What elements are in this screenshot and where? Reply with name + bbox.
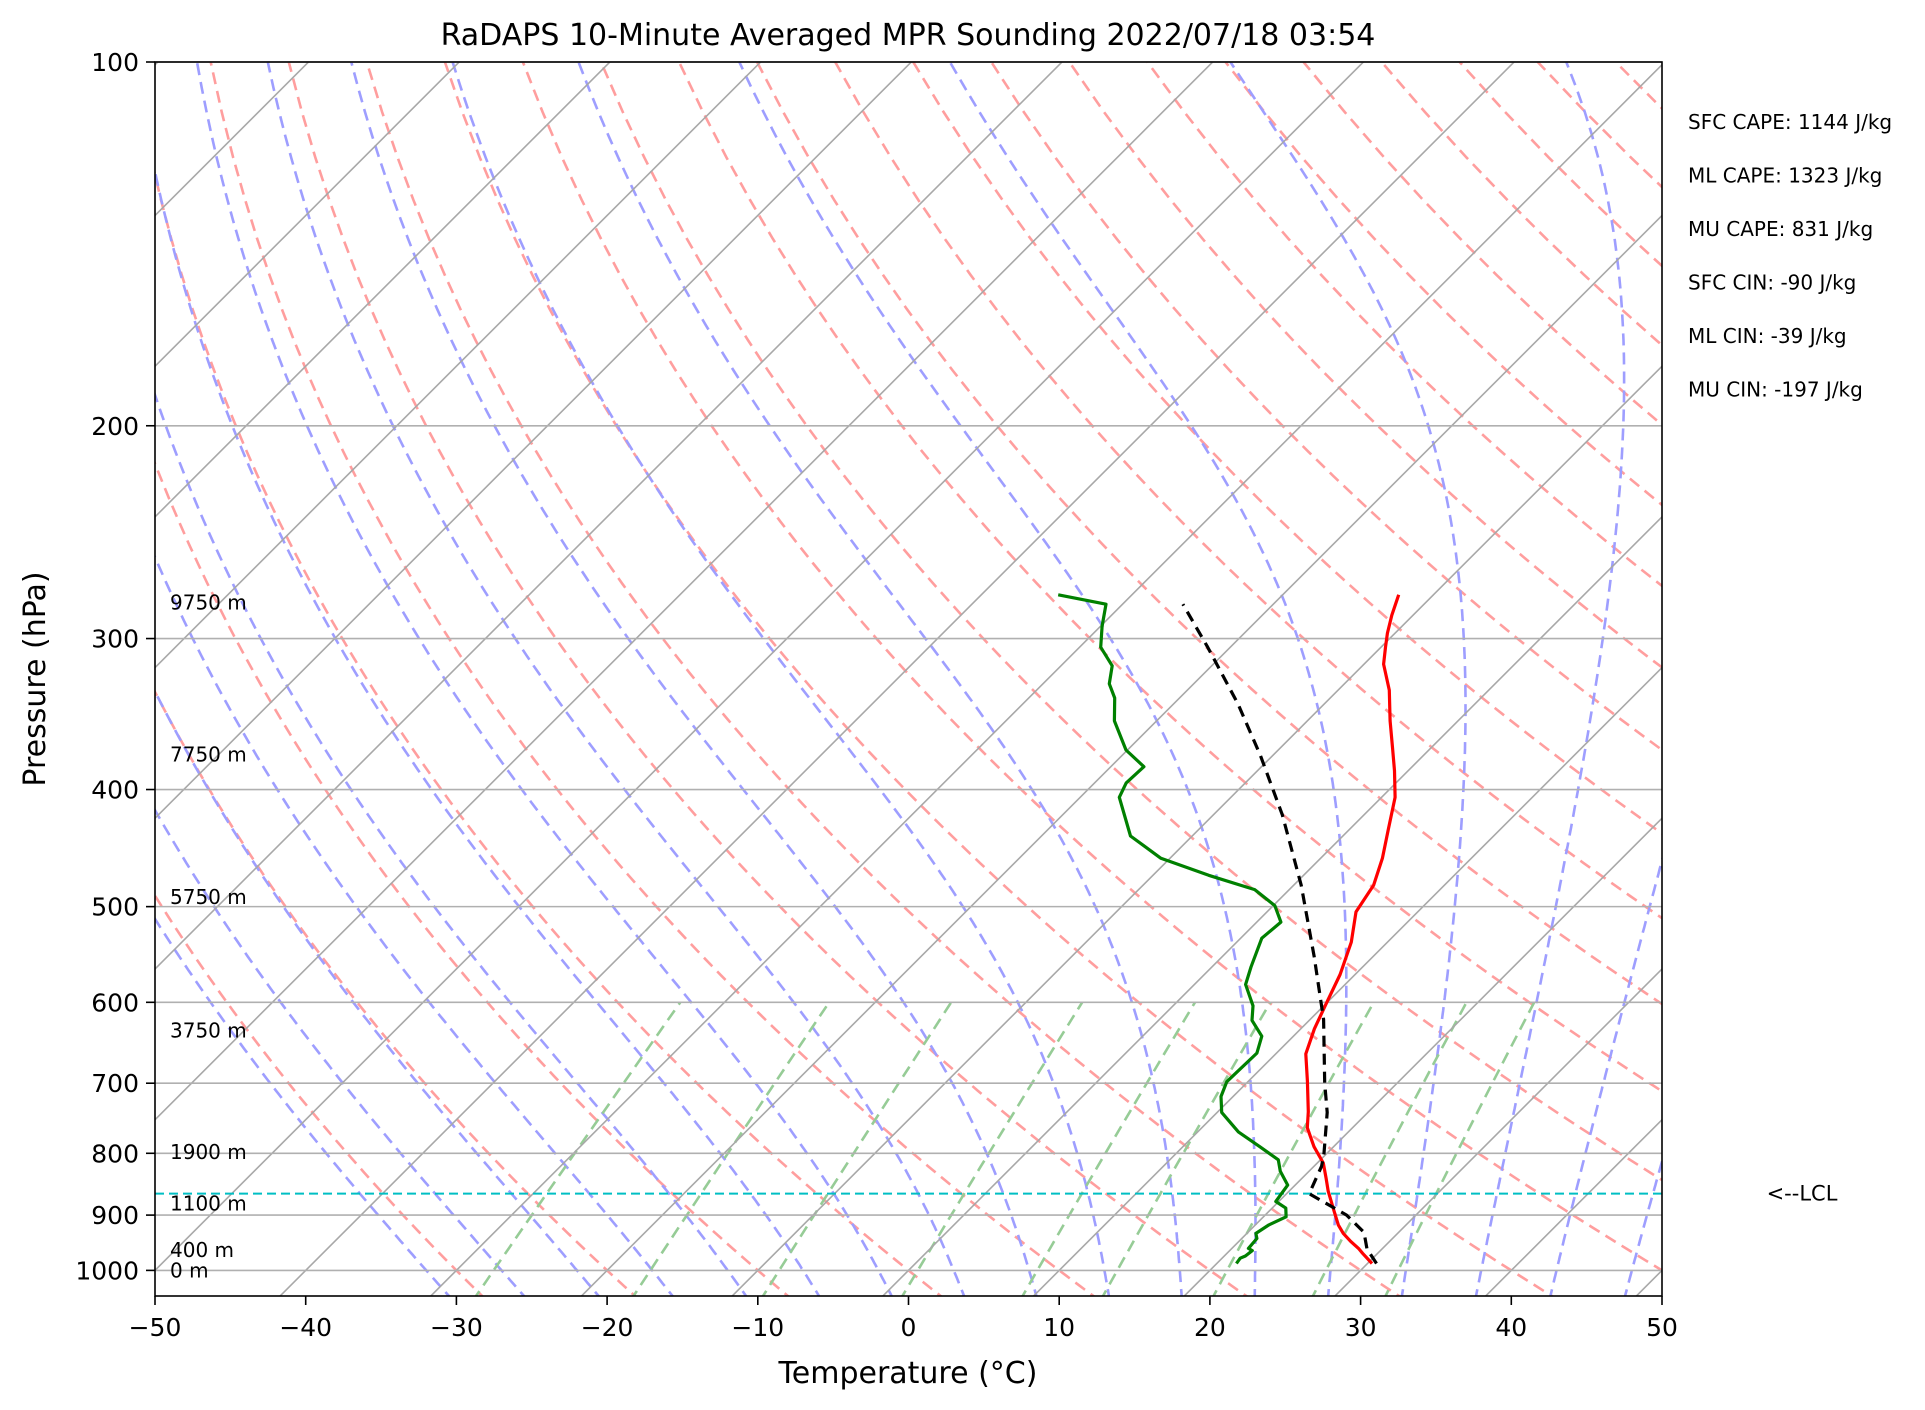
lcl-label: <--LCL — [1767, 1182, 1838, 1206]
y-tick-label: 700 — [91, 1069, 139, 1098]
height-label: 5750 m — [170, 885, 247, 909]
dry-adiabat — [991, 62, 1925, 1301]
x-tick-label: −40 — [279, 1313, 332, 1342]
x-tick-label: 20 — [1194, 1313, 1226, 1342]
dry-adiabat — [835, 62, 1925, 1301]
moist-adiabat — [950, 62, 1346, 1301]
cape-cin-annotation: ML CIN: -39 J/kg — [1688, 324, 1847, 348]
dry-adiabat — [0, 62, 487, 1301]
isotherm-line — [0, 35, 486, 1301]
isotherm-line — [275, 35, 1541, 1301]
moist-adiabat — [268, 62, 966, 1301]
height-label: 1900 m — [170, 1140, 247, 1164]
moist-adiabat — [0, 62, 528, 1301]
dry-adiabat — [211, 62, 1101, 1301]
isotherm-line — [0, 35, 637, 1301]
y-tick-label: 900 — [91, 1201, 139, 1230]
moist-adiabat — [0, 62, 453, 1301]
sounding-profiles — [155, 595, 1662, 1264]
chart-title: RaDAPS 10-Minute Averaged MPR Sounding 2… — [441, 18, 1376, 53]
y-tick-label: 200 — [91, 412, 139, 441]
y-tick-label: 800 — [91, 1139, 139, 1168]
x-tick-label: −20 — [581, 1313, 634, 1342]
mixing-ratio-line — [473, 1002, 681, 1301]
cape-cin-annotation: MU CIN: -197 J/kg — [1688, 378, 1863, 402]
height-label: 1100 m — [170, 1191, 247, 1215]
background-lines — [0, 35, 1925, 1301]
y-tick-label: 500 — [91, 893, 139, 922]
x-tick-label: 50 — [1646, 1313, 1678, 1342]
height-label: 3750 m — [170, 1018, 247, 1042]
y-axis-ticks: 100 200 300 400 500 600 700 800 900 1000 — [75, 48, 155, 1285]
moist-adiabat — [1549, 62, 1836, 1301]
x-tick-label: 40 — [1495, 1313, 1527, 1342]
y-tick-label: 300 — [91, 625, 139, 654]
y-tick-label: 400 — [91, 776, 139, 805]
x-axis-ticks: −50 −40 −30 −20 −10 0 10 20 30 40 50 — [129, 1296, 1678, 1342]
plot-frame — [155, 62, 1662, 1296]
cape-cin-annotations: SFC CAPE: 1144 J/kg ML CAPE: 1323 J/kg MU … — [1688, 110, 1892, 402]
y-tick-label: 100 — [91, 48, 139, 77]
mixing-ratio-line — [1020, 1002, 1195, 1301]
height-label: 0 m — [170, 1258, 209, 1282]
moist-adiabat — [351, 62, 1037, 1301]
dewpoint-profile-line — [1058, 595, 1288, 1264]
dry-adiabat — [1226, 62, 1925, 1301]
x-tick-label: −30 — [430, 1313, 483, 1342]
moist-adiabat — [81, 62, 750, 1301]
moist-adiabat — [579, 62, 1183, 1301]
dry-adiabat — [523, 62, 1713, 1301]
moist-adiabat — [31, 62, 677, 1301]
dry-adiabat — [601, 62, 1866, 1301]
mixing-ratio-line — [1383, 1002, 1534, 1301]
dry-adiabat — [133, 62, 947, 1301]
cape-cin-annotation: SFC CIN: -90 J/kg — [1688, 271, 1856, 295]
isotherm-line — [577, 35, 1843, 1301]
cape-cin-annotation: ML CAPE: 1323 J/kg — [1688, 164, 1882, 188]
y-axis-label: Pressure (hPa) — [18, 571, 53, 786]
dry-adiabat — [1304, 62, 1925, 1301]
moist-adiabat — [1624, 62, 1925, 1301]
pressure-gridlines — [155, 62, 1662, 1270]
dry-adiabat — [757, 62, 1925, 1301]
cape-cin-annotation: MU CAPE: 831 J/kg — [1688, 217, 1873, 241]
x-tick-label: −10 — [731, 1313, 784, 1342]
isotherm-line — [426, 35, 1692, 1301]
x-tick-label: 0 — [901, 1313, 917, 1342]
dry-adiabat — [1147, 62, 1925, 1301]
y-tick-label: 1000 — [75, 1256, 139, 1285]
moist-adiabat — [1230, 62, 1465, 1301]
height-label: 7750 m — [170, 742, 247, 766]
x-axis-label: Temperature (°C) — [778, 1356, 1038, 1391]
x-tick-label: 10 — [1043, 1313, 1075, 1342]
height-label: 9750 m — [170, 590, 247, 614]
dry-adiabat — [1382, 62, 1925, 1301]
dry-adiabat — [1460, 62, 1925, 1301]
y-tick-label: 600 — [91, 988, 139, 1017]
x-tick-label: 30 — [1345, 1313, 1377, 1342]
moist-adiabat — [0, 62, 603, 1301]
cape-cin-annotation: SFC CAPE: 1144 J/kg — [1688, 110, 1892, 134]
isotherm-line — [0, 35, 788, 1301]
x-tick-label: −50 — [129, 1313, 182, 1342]
dry-adiabat — [1694, 62, 1925, 1301]
mixing-ratio-line — [1211, 1002, 1374, 1301]
mixing-ratio-line — [899, 1002, 1082, 1301]
